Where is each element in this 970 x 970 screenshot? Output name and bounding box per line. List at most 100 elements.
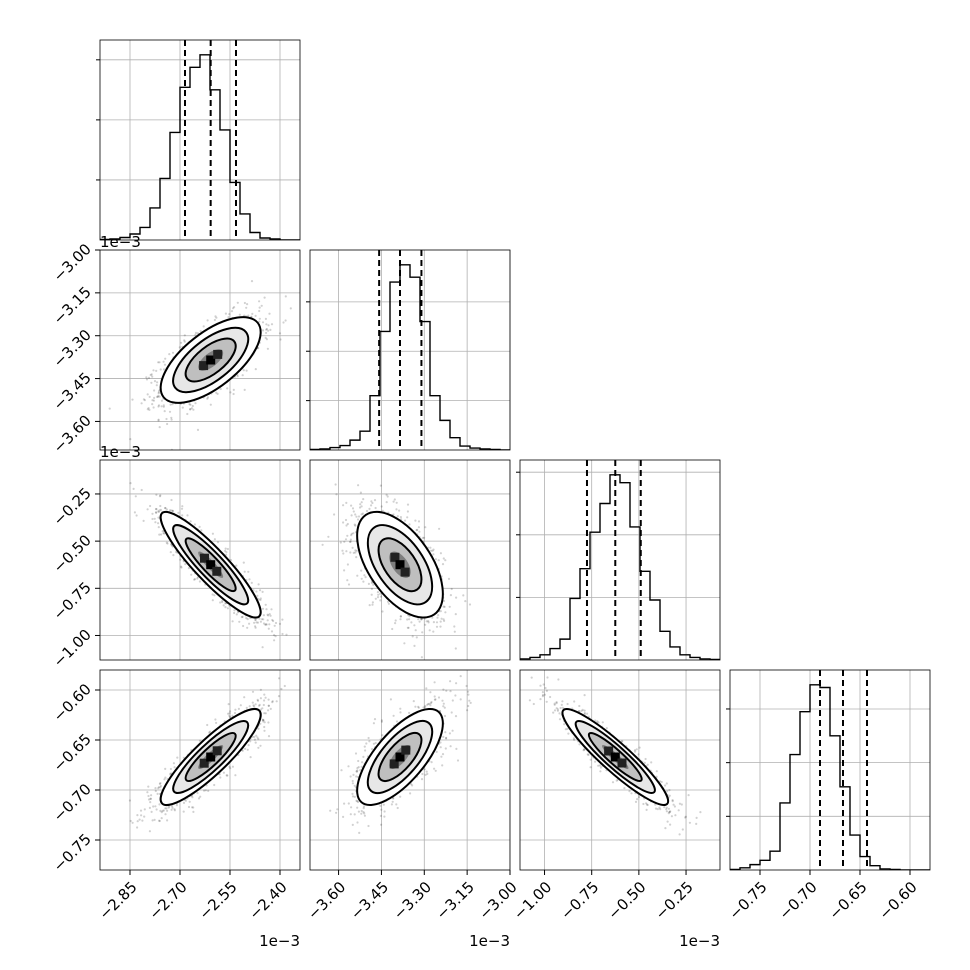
sample-point (377, 593, 380, 596)
sample-point (129, 438, 132, 441)
sample-point (146, 393, 149, 396)
panel-1-0 (99, 249, 301, 451)
sample-point (374, 506, 377, 510)
sample-point (432, 621, 435, 624)
sample-point (179, 558, 182, 561)
sample-point (177, 511, 180, 514)
sample-point (193, 578, 197, 581)
sample-point (136, 826, 139, 829)
sample-point (147, 785, 150, 788)
sample-point (222, 604, 225, 607)
sample-point (352, 510, 355, 513)
sample-point (209, 403, 212, 406)
density-peak-cell (206, 355, 216, 365)
sample-point (434, 663, 436, 665)
sample-point (163, 532, 166, 535)
sample-point (168, 410, 172, 413)
sample-point (362, 498, 365, 501)
sample-point (364, 576, 367, 579)
sample-point (224, 549, 227, 553)
sample-point (224, 547, 227, 550)
sample-point (289, 307, 292, 310)
sample-point (171, 509, 174, 513)
sample-point (442, 618, 445, 621)
sample-point (406, 510, 409, 513)
sample-point (353, 523, 356, 526)
sample-point (160, 405, 163, 408)
sample-point (421, 631, 424, 634)
sample-point (254, 741, 257, 744)
sample-point (300, 625, 302, 627)
sample-point (341, 549, 344, 552)
sample-point (234, 708, 237, 711)
sample-point (187, 567, 190, 570)
sample-point (410, 621, 413, 624)
sample-point (349, 551, 352, 554)
sample-point (268, 623, 271, 626)
sample-point (259, 708, 262, 711)
sample-point (439, 620, 442, 623)
panel-3-0 (99, 669, 301, 871)
sample-point (173, 809, 176, 812)
sample-point (241, 615, 244, 619)
sample-point (379, 484, 382, 487)
sample-point (281, 618, 284, 621)
sample-point (430, 549, 433, 552)
sample-point (454, 613, 457, 616)
sample-point (246, 303, 249, 306)
sample-point (250, 280, 254, 283)
sample-point (253, 621, 256, 624)
sample-point (372, 583, 375, 586)
sample-point (188, 800, 191, 803)
sample-point (432, 548, 435, 551)
sample-point (131, 398, 134, 401)
sample-point (155, 508, 158, 511)
sample-point (191, 404, 194, 408)
sample-point (245, 369, 248, 372)
sample-point (158, 395, 161, 398)
sample-point (235, 613, 238, 616)
sample-point (143, 815, 146, 818)
sample-point (267, 704, 270, 707)
sample-point (180, 507, 184, 510)
sample-point (149, 373, 152, 377)
sample-point (360, 505, 363, 508)
sample-point (447, 577, 451, 581)
sample-point (243, 301, 246, 305)
sample-point (133, 511, 136, 514)
sample-point (181, 505, 184, 508)
sample-point (180, 566, 183, 569)
sample-point (170, 416, 173, 419)
sample-point (194, 331, 198, 334)
sample-point (181, 514, 184, 517)
sample-point (158, 389, 161, 392)
sample-point (444, 611, 447, 614)
sample-point (454, 647, 457, 650)
sample-point (453, 625, 456, 628)
sample-point (226, 387, 229, 390)
sample-point (129, 482, 132, 485)
sample-point (153, 818, 156, 822)
sample-point (247, 314, 250, 317)
sample-point (379, 592, 382, 595)
sample-point (342, 552, 345, 555)
sample-point (359, 503, 362, 506)
sample-point (355, 549, 358, 552)
sample-point (265, 608, 268, 611)
sample-point (408, 615, 411, 618)
sample-point (394, 622, 397, 625)
sample-point (157, 361, 160, 364)
density-peak-cell (212, 566, 222, 576)
sample-point (448, 605, 451, 608)
sample-point (162, 360, 165, 363)
sample-point (243, 388, 246, 391)
panel-content (100, 670, 300, 870)
sample-point (229, 391, 232, 394)
sample-point (428, 629, 431, 632)
sample-point (427, 620, 430, 623)
sample-point (417, 618, 420, 621)
sample-point (406, 626, 409, 629)
sample-point (227, 712, 230, 715)
sample-point (245, 306, 248, 309)
sample-point (392, 500, 395, 503)
